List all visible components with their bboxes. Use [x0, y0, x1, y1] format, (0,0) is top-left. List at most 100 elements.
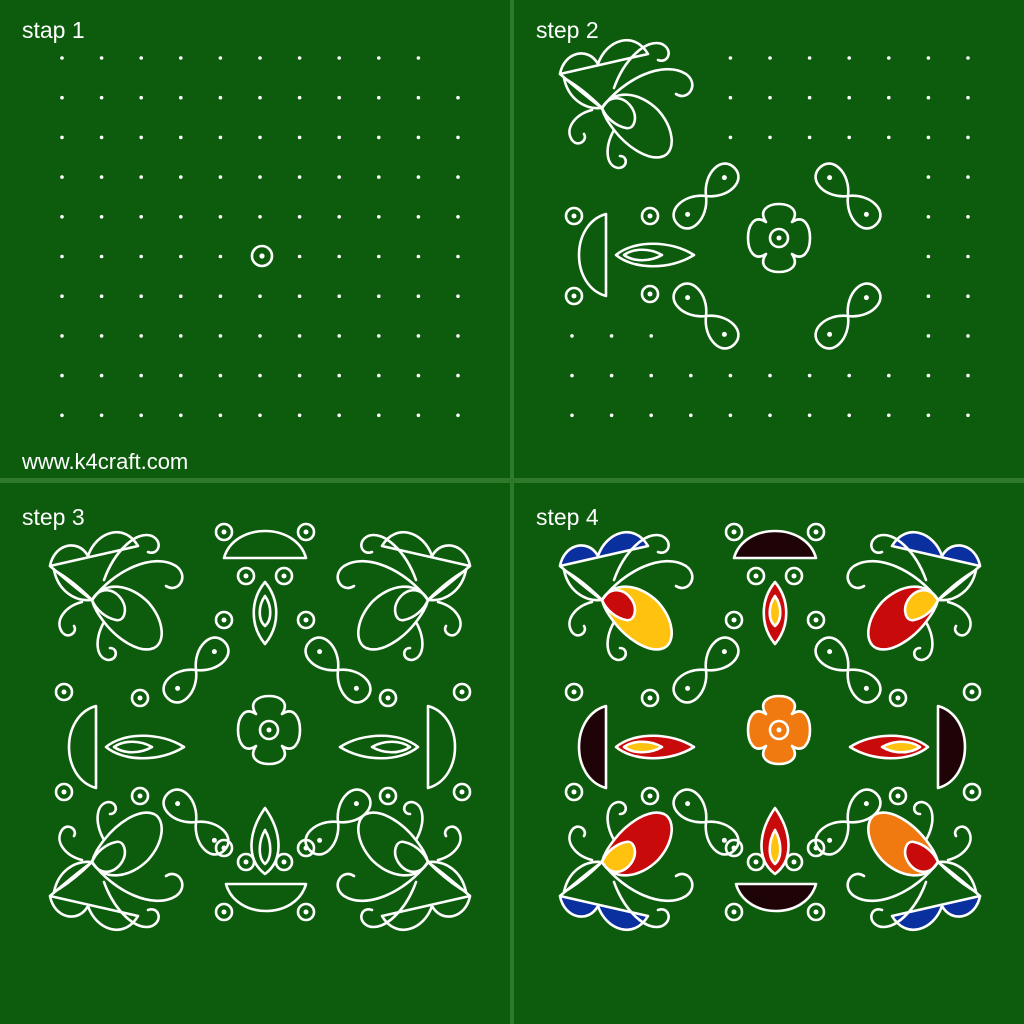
grid-dot: [847, 136, 851, 140]
grid-dot: [298, 56, 302, 60]
grid-dot: [179, 215, 183, 219]
grid-dot: [377, 414, 381, 418]
grid-dot: [887, 96, 891, 100]
ring-center: [267, 728, 272, 733]
grid-dot: [417, 414, 421, 418]
grid-dot: [258, 56, 262, 60]
grid-dot: [337, 96, 341, 100]
ring-center: [896, 696, 901, 701]
ring-center: [970, 690, 975, 695]
grid-dot: [966, 334, 970, 338]
grid-dot: [100, 56, 104, 60]
ring-center: [648, 214, 653, 219]
grid-dot: [808, 136, 812, 140]
ring-center: [304, 530, 309, 535]
grid-dot: [139, 215, 143, 219]
grid-dot: [100, 136, 104, 140]
grid-dot: [179, 334, 183, 338]
grid-dot: [100, 255, 104, 259]
grid-dot: [377, 255, 381, 259]
grid-dot: [887, 56, 891, 60]
grid-dot: [966, 374, 970, 378]
grid-dot: [337, 374, 341, 378]
grid-dot: [729, 56, 733, 60]
grid-dot: [139, 294, 143, 298]
grid-dot: [60, 294, 64, 298]
grid-dot: [808, 414, 812, 418]
grid-dot: [139, 414, 143, 418]
grid-dot: [966, 414, 970, 418]
grid-dot: [179, 56, 183, 60]
grid-dot: [417, 136, 421, 140]
ring-center: [970, 790, 975, 795]
ring-center: [732, 530, 737, 535]
grid-dot: [139, 255, 143, 259]
grid-dot: [887, 374, 891, 378]
grid-dot: [768, 136, 772, 140]
grid-dot: [847, 56, 851, 60]
grid-dot: [258, 294, 262, 298]
ring-center: [572, 790, 577, 795]
grid-dot: [60, 334, 64, 338]
ring-center: [896, 794, 901, 799]
grid-dot: [258, 374, 262, 378]
grid-dot: [689, 374, 693, 378]
grid-dot: [258, 414, 262, 418]
ring-center: [222, 910, 227, 915]
ring-center: [304, 846, 309, 851]
ring-center: [572, 690, 577, 695]
grid-dot: [100, 414, 104, 418]
grid-dot: [927, 136, 931, 140]
grid-dot: [456, 294, 460, 298]
grid-dot: [927, 175, 931, 179]
grid-dot: [298, 414, 302, 418]
panel-3-label: step 3: [22, 506, 85, 529]
grid-dot: [847, 374, 851, 378]
ring-center: [62, 790, 67, 795]
grid-dot: [729, 374, 733, 378]
grid-dot: [456, 334, 460, 338]
grid-dot: [927, 96, 931, 100]
grid-dot: [966, 96, 970, 100]
ring-center: [732, 618, 737, 623]
grid-dot: [337, 294, 341, 298]
grid-dot: [298, 374, 302, 378]
grid-dot: [768, 414, 772, 418]
panel-1-label: stap 1: [22, 19, 85, 42]
grid-dot: [298, 334, 302, 338]
grid-dot: [219, 374, 223, 378]
ring-center: [62, 690, 67, 695]
grid-dot: [417, 294, 421, 298]
grid-dot: [337, 136, 341, 140]
grid-dot: [729, 96, 733, 100]
grid-dot: [887, 414, 891, 418]
grid-dot: [219, 414, 223, 418]
ring-center: [754, 860, 759, 865]
panel-1-background: [0, 0, 510, 478]
grid-dot: [966, 215, 970, 219]
grid-dot: [100, 96, 104, 100]
ring-center: [304, 618, 309, 623]
grid-dot: [377, 215, 381, 219]
flame-inner: [624, 742, 662, 753]
grid-dot: [179, 294, 183, 298]
grid-dot: [966, 255, 970, 259]
grid-dot: [139, 175, 143, 179]
grid-dot: [179, 96, 183, 100]
ring-center: [138, 794, 143, 799]
grid-dot: [258, 175, 262, 179]
grid-dot: [60, 175, 64, 179]
ring-center: [777, 236, 782, 241]
grid-dot: [337, 414, 341, 418]
grid-dot: [966, 175, 970, 179]
grid-dot: [139, 374, 143, 378]
grid-dot: [649, 414, 653, 418]
grid-dot: [139, 334, 143, 338]
grid-dot: [966, 136, 970, 140]
flame-inner: [770, 830, 781, 864]
grid-dot: [456, 175, 460, 179]
grid-dot: [377, 374, 381, 378]
